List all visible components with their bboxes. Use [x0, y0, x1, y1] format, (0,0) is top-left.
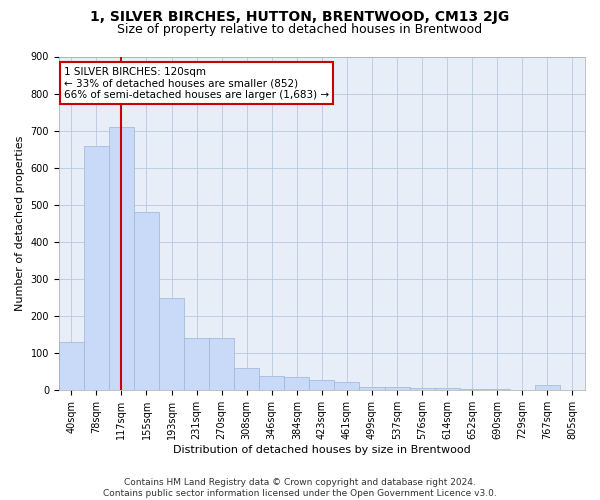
Bar — [410, 388, 434, 390]
Bar — [535, 385, 560, 390]
Text: Size of property relative to detached houses in Brentwood: Size of property relative to detached ho… — [118, 22, 482, 36]
Y-axis label: Number of detached properties: Number of detached properties — [15, 136, 25, 311]
Text: 1, SILVER BIRCHES, HUTTON, BRENTWOOD, CM13 2JG: 1, SILVER BIRCHES, HUTTON, BRENTWOOD, CM… — [91, 10, 509, 24]
Bar — [209, 338, 234, 390]
Bar — [385, 388, 410, 390]
Bar — [109, 127, 134, 390]
Bar — [485, 389, 510, 390]
X-axis label: Distribution of detached houses by size in Brentwood: Distribution of detached houses by size … — [173, 445, 471, 455]
Text: 1 SILVER BIRCHES: 120sqm
← 33% of detached houses are smaller (852)
66% of semi-: 1 SILVER BIRCHES: 120sqm ← 33% of detach… — [64, 66, 329, 100]
Bar — [460, 389, 485, 390]
Bar — [184, 338, 209, 390]
Bar — [310, 380, 334, 390]
Bar — [59, 342, 84, 390]
Bar — [84, 146, 109, 390]
Bar — [334, 382, 359, 390]
Bar — [159, 298, 184, 390]
Bar — [259, 376, 284, 390]
Bar — [434, 388, 460, 390]
Bar — [284, 378, 310, 390]
Bar — [134, 212, 159, 390]
Text: Contains HM Land Registry data © Crown copyright and database right 2024.
Contai: Contains HM Land Registry data © Crown c… — [103, 478, 497, 498]
Bar — [234, 368, 259, 390]
Bar — [359, 386, 385, 390]
